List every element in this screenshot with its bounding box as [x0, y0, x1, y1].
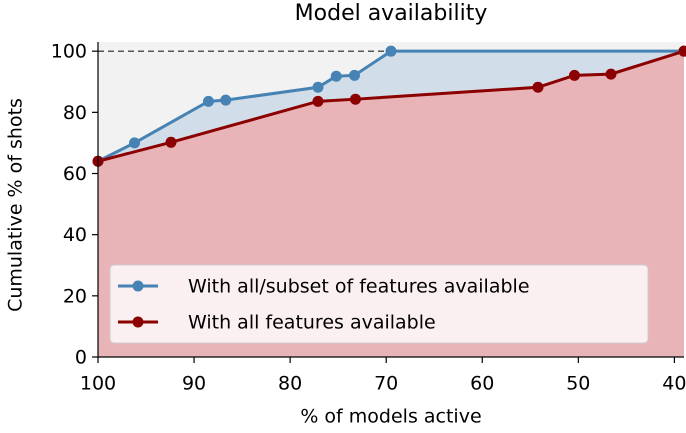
point — [568, 69, 580, 81]
legend-label: With all features available — [188, 312, 436, 334]
point — [220, 94, 232, 106]
point — [312, 95, 324, 107]
series-line — [97, 49, 685, 163]
legend-label: With all/subset of features available — [188, 276, 530, 298]
point — [165, 136, 177, 148]
chart-title: Model availability — [295, 1, 488, 26]
point — [349, 93, 361, 105]
x-tick-label: 90 — [182, 373, 206, 395]
point — [312, 81, 324, 93]
y-tick-label: 60 — [63, 163, 87, 185]
x-tick-label: 40 — [662, 373, 686, 395]
y-tick-label: 80 — [63, 102, 87, 124]
point — [129, 137, 141, 149]
point — [678, 45, 686, 57]
point — [385, 45, 397, 57]
legend-box — [109, 264, 649, 344]
x-tick-label: 80 — [278, 373, 302, 395]
legend-marker — [132, 316, 144, 328]
area — [98, 51, 684, 162]
x-tick-label: 100 — [80, 373, 116, 395]
x-tick-label: 50 — [566, 373, 590, 395]
point — [202, 95, 214, 107]
y-tick-label: 100 — [51, 41, 87, 63]
point — [348, 69, 360, 81]
x-tick-label: 70 — [374, 373, 398, 395]
x-axis-label: % of models active — [300, 406, 481, 428]
point — [532, 81, 544, 93]
point — [330, 70, 342, 82]
point — [605, 68, 617, 80]
y-tick-label: 0 — [75, 347, 87, 369]
x-tick-label: 60 — [470, 373, 494, 395]
y-tick-label: 20 — [63, 285, 87, 307]
y-axis-label: Cumulative % of shots — [5, 98, 27, 312]
y-tick-label: 40 — [63, 224, 87, 246]
legend-marker — [132, 280, 144, 292]
